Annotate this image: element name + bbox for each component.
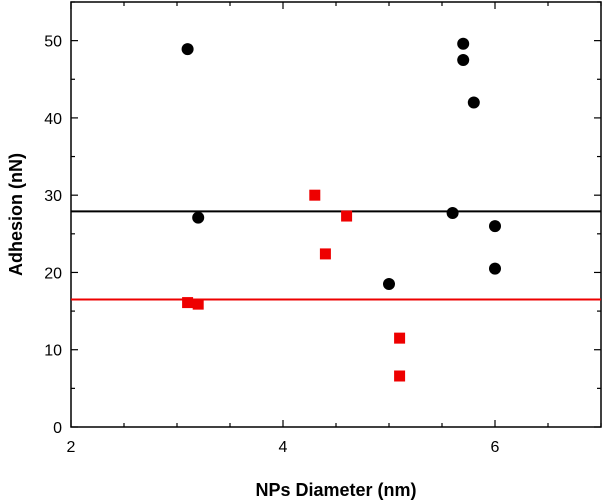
y-tick-label: 0 (53, 420, 62, 437)
data-point-square (192, 298, 204, 310)
data-point-circle (192, 211, 205, 224)
y-tick-label: 40 (44, 111, 62, 128)
data-point-circle (457, 37, 470, 50)
axes: 2 4 6 0 10 20 30 40 50 (44, 1, 602, 456)
x-tick-label: 2 (67, 439, 76, 456)
y-tick-label: 20 (44, 265, 62, 282)
x-axis-title: NPs Diameter (nm) (255, 480, 416, 500)
data-point-circle (446, 206, 459, 219)
data-point-circle (181, 43, 194, 56)
data-point-square (394, 370, 406, 382)
plot-frame (70, 1, 602, 428)
data-point-circle (467, 96, 480, 109)
data-point-circle (489, 220, 501, 233)
data-point-square (394, 332, 406, 344)
data-points (181, 37, 501, 382)
data-point-square (309, 189, 321, 201)
y-tick-label: 10 (44, 343, 62, 360)
reference-lines (71, 210, 601, 301)
y-tick-label: 30 (44, 188, 62, 205)
y-tick-label: 50 (44, 34, 62, 51)
x-tick-label: 6 (491, 439, 500, 456)
data-point-circle (383, 278, 395, 291)
data-point-square (182, 297, 194, 309)
y-axis-title: Adhesion (nN) (6, 153, 26, 276)
data-point-circle (489, 262, 501, 275)
data-point-square (341, 210, 353, 222)
x-tick-label: 4 (279, 439, 288, 456)
data-point-circle (457, 53, 470, 66)
data-point-square (319, 248, 331, 260)
